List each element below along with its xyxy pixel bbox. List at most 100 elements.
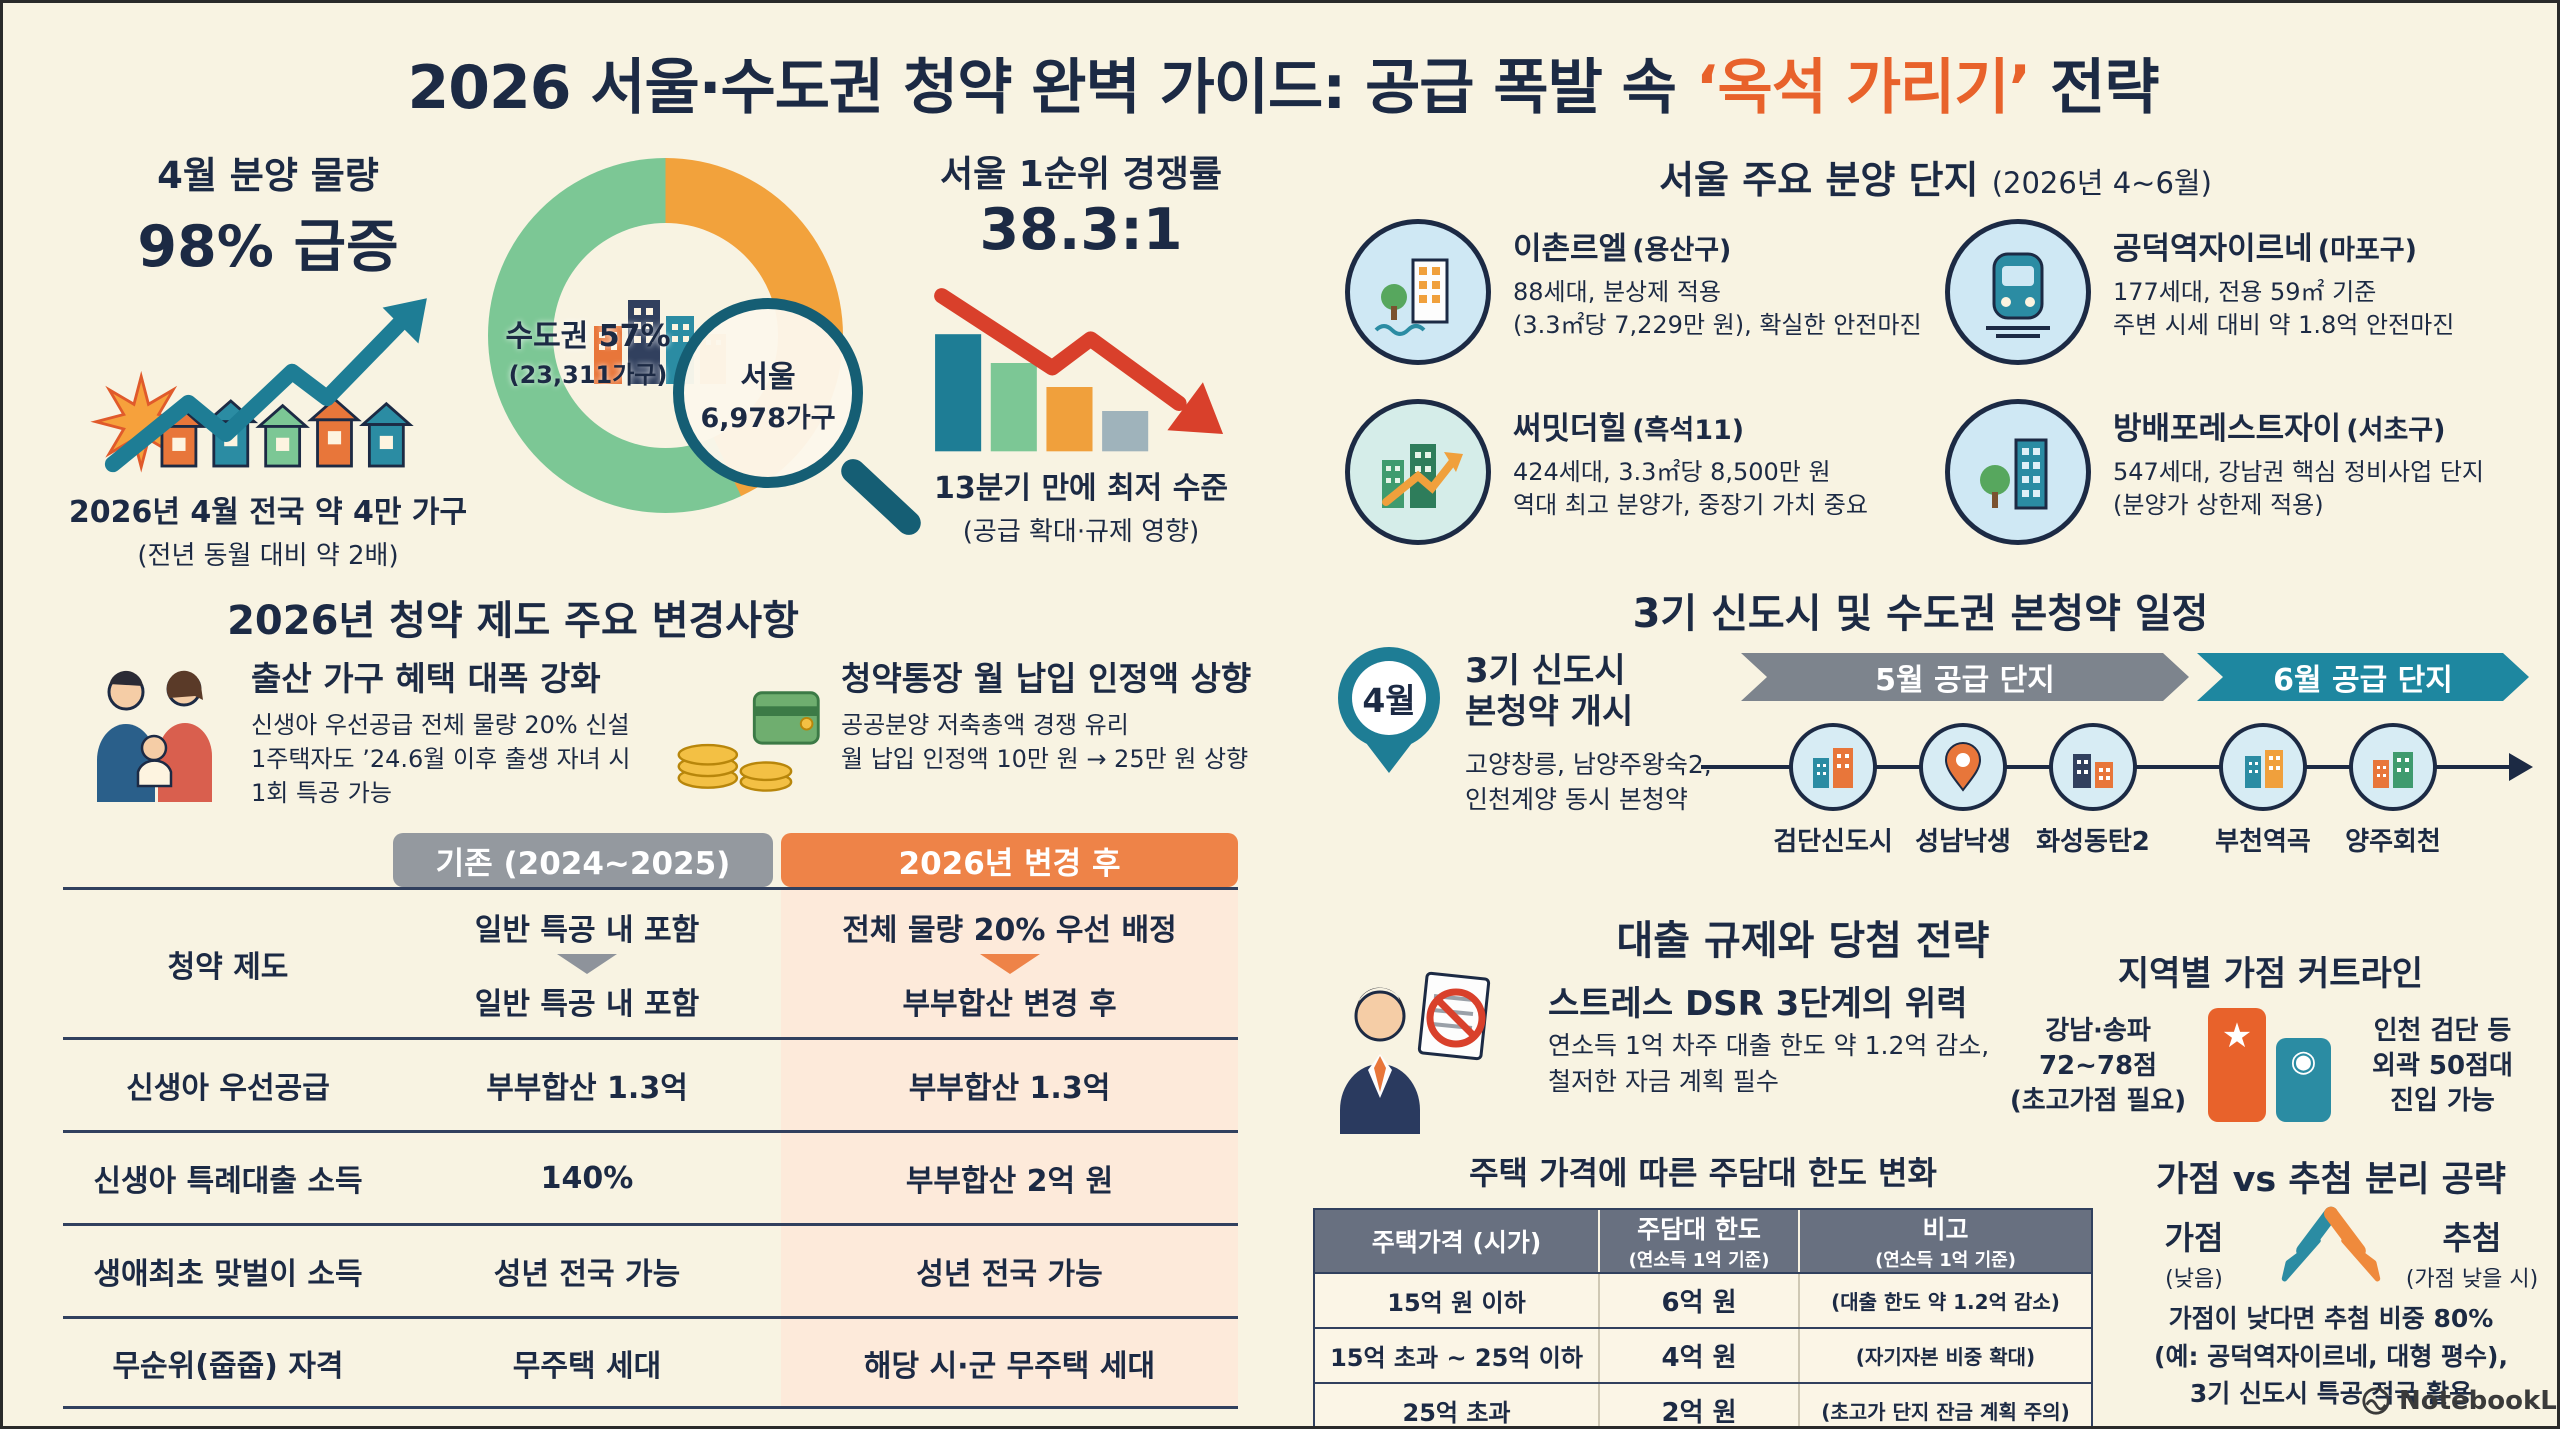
- row-label: 신생아 우선공급: [126, 1071, 330, 1106]
- policy-change-card: 출산 가구 혜택 대폭 강화 신생아 우선공급 전체 물량 20% 신설 1주택…: [81, 652, 656, 810]
- header-text: 주담대 한도: [1637, 1215, 1761, 1244]
- policy-item-line: 월 납입 인정액 10만 원 → 25만 원 상향: [841, 745, 1249, 774]
- location-pin-icon: [1919, 723, 2007, 811]
- strategy-line: (예: 공덕역자이르네, 대형 평수),: [2154, 1341, 2508, 1371]
- timeline-arrowhead-icon: [2509, 753, 2547, 781]
- policy-item-title: 출산 가구 혜택 대폭 강화: [251, 659, 601, 698]
- june-supply-banner: 6월 공급 단지: [2197, 653, 2529, 701]
- option-label: 추첨: [2442, 1219, 2502, 1257]
- seoul-households: 6,978가구: [700, 402, 836, 434]
- header-text: 비고: [1922, 1215, 1969, 1244]
- ltv-table-title: 주택 가격에 따른 주담대 한도 변화: [1469, 1154, 1937, 1192]
- complex-card: 방배포레스트자이 (서초구) 547세대, 강남권 핵심 정비사업 단지 (분양…: [1945, 399, 2543, 545]
- building-tree-icon: [1945, 399, 2091, 545]
- timeline-station: 양주회천: [2318, 723, 2468, 858]
- title-prefix: 2026 서울·수도권 청약 완벽 가이드: 공급 폭발 속: [407, 53, 1696, 123]
- cutoff-line: (초고가점 필요): [2009, 1086, 2187, 1117]
- new-town-schedule-section: 3기 신도시 및 수도권 본청약 일정 4월 3기 신도시 본청약 개시 고양창…: [1303, 581, 2538, 881]
- schedule-subtext: 고양창릉, 남양주왕숙2, 인천계양 동시 본청약: [1465, 747, 1712, 817]
- complexes-section-title: 서울 주요 분양 단지 (2026년 4~6월): [1333, 149, 2538, 204]
- station-label: 부천역곡: [2215, 827, 2311, 857]
- family-with-baby-icon: [81, 656, 236, 806]
- price-range: 15억 원 이하: [1315, 1274, 1600, 1327]
- competition-rate-value: 38.3:1: [979, 197, 1183, 263]
- new-value: 부부합산 변경 후: [902, 986, 1117, 1022]
- fork-arrows-icon: [2281, 1206, 2381, 1282]
- title-suffix: 전략: [2030, 53, 2159, 123]
- complex-card: 공덕역자이르네 (마포구) 177세대, 전용 59㎡ 기준 주변 시세 대비 …: [1945, 219, 2543, 365]
- option-sublabel: (가점 낮을 시): [2405, 1267, 2539, 1292]
- metro-share-label: 수도권 57% (23,311가구): [498, 311, 678, 390]
- table-row: 신생아 특례대출 소득 140% 부부합산 2억 원: [63, 1130, 1238, 1223]
- station-label: 성남낙생: [1915, 827, 2011, 857]
- complex-district: (마포구): [2317, 235, 2417, 266]
- strategy-line: 가점이 낮다면 추첨 비중 80%: [2168, 1304, 2494, 1333]
- metro-share-value: 수도권 57%: [505, 319, 671, 354]
- loan-section-title: 대출 규제와 당첨 전략: [1616, 918, 1990, 964]
- cutoff-line: 인천 검단 등: [2373, 1016, 2512, 1046]
- price-range: 15억 초과 ~ 25억 이하: [1315, 1329, 1600, 1382]
- policy-comparison-table: 기존 (2024~2025) 2026년 변경 후 청약 제도 일반 특공 내 …: [63, 833, 1238, 1409]
- schedule-subtext-line: 고양창릉, 남양주왕숙2,: [1465, 750, 1712, 779]
- dsr-title: 스트레스 DSR 3단계의 위력: [1548, 984, 1968, 1024]
- note: (초고가 단지 잔금 계획 주의): [1821, 1400, 2070, 1424]
- new-value: 부부합산 1.3억: [908, 1071, 1111, 1106]
- timeline-station: 부천역곡: [2188, 723, 2338, 858]
- header-text: 주택가격 (시가): [1371, 1228, 1542, 1257]
- complex-name: 공덕역자이르네: [2113, 231, 2313, 267]
- complexes-title-period: (2026년 4~6월): [1991, 166, 2212, 200]
- split-strategy-text: 가점이 낮다면 추첨 비중 80% (예: 공덕역자이르네, 대형 평수), 3…: [2121, 1300, 2541, 1413]
- complex-detail: 주변 시세 대비 약 1.8억 안전마진: [2113, 311, 2455, 340]
- loan-strategy-section: 대출 규제와 당첨 전략 스트레스 DSR 3단계의 위력 연소득 1억 차주 …: [1303, 908, 2538, 1148]
- supply-label: 4월 분양 물량: [157, 154, 379, 197]
- dsr-line: 연소득 1억 차주 대출 한도 약 1.2억 감소,: [1548, 1031, 1990, 1060]
- table-row: 생애최초 맞벌이 소득 성년 전국 가능 성년 전국 가능: [63, 1223, 1238, 1316]
- arrowhead-icon: [1167, 382, 1224, 435]
- table-row: 신생아 우선공급 부부합산 1.3억 부부합산 1.3억: [63, 1037, 1238, 1130]
- new-value: 전체 물량 20% 우선 배정: [842, 912, 1177, 948]
- policy-item-line: 1주택자도 ’24.6월 이후 출생 자녀 시: [251, 745, 631, 774]
- complex-name: 방배포레스트자이: [2113, 411, 2342, 447]
- low-score-bar: ◉: [2276, 1038, 2331, 1122]
- price-range: 25억 초과: [1315, 1384, 1600, 1426]
- complex-detail: (3.3㎡당 7,229만 원), 확실한 안전마진: [1513, 311, 1922, 340]
- buildings-icon: [2349, 723, 2437, 811]
- mortgage-limit-table-section: 주택 가격에 따른 주담대 한도 변화 주택가격 (시가) 주담대 한도 (연소득…: [1313, 1148, 2093, 1426]
- schedule-headline-line: 3기 신도시: [1465, 651, 1626, 691]
- table-row: 청약 제도 일반 특공 내 포함 일반 특공 내 포함 전체 물량 20% 우선…: [63, 887, 1238, 1037]
- supply-subcaption: (전년 동월 대비 약 2배): [137, 541, 399, 571]
- complex-name: 써밋더힐: [1513, 411, 1628, 447]
- split-title: 가점 vs 추첨 분리 공략: [2156, 1160, 2506, 1200]
- complex-district: (서초구): [2346, 415, 2446, 446]
- watermark-text: NotebookLM: [2399, 1386, 2557, 1416]
- new-column-highlight: [781, 887, 1238, 1409]
- policy-item-line: 공공분양 저축총액 경쟁 유리: [841, 711, 1129, 739]
- dsr-description: 연소득 1억 차주 대출 한도 약 1.2억 감소, 철저한 자금 계획 필수: [1548, 1028, 1989, 1101]
- row-label: 무순위(줍줍) 자격: [112, 1348, 344, 1384]
- buildings-icon: [1789, 723, 1877, 811]
- buildings-icon: [2049, 723, 2137, 811]
- high-score-bar: ★: [2208, 1008, 2266, 1122]
- station-label: 검단신도시: [1773, 827, 1893, 857]
- up-trend-arrow-icon: [104, 314, 409, 473]
- policy-changes-section: 2026년 청약 제도 주요 변경사항 출산 가구 혜택 대폭 강화 신생아 우…: [63, 588, 1253, 828]
- building-water-icon: [1345, 219, 1491, 365]
- column-header-new: 2026년 변경 후: [781, 833, 1238, 887]
- strategy-line: 3기 신도시 특공 적극 활용: [2189, 1379, 2473, 1408]
- title-highlight: ‘옥석 가리기’: [1695, 53, 2031, 123]
- cutoff-bars-chart: ★ ◉: [2208, 1004, 2333, 1122]
- seoul-label: 서울: [740, 359, 796, 395]
- declining-bars-chart-icon: [934, 288, 1224, 452]
- timeline-station: 화성동탄2: [2018, 723, 2168, 858]
- rising-houses-chart-icon: [89, 298, 427, 473]
- station-label: 양주회천: [2345, 827, 2441, 857]
- metro-share-households: (23,311가구): [508, 361, 668, 389]
- old-value: 140%: [540, 1160, 634, 1196]
- schedule-headline: 3기 신도시 본청약 개시: [1465, 651, 1633, 734]
- score-vs-lottery-section: 가점 vs 추첨 분리 공략 가점 (낮음) 추첨 (가점 낮을 시) 가점이 …: [2121, 1151, 2541, 1413]
- cutoff-title: 지역별 가점 커트라인: [2117, 954, 2424, 994]
- magnifier-seoul-callout: 서울 6,978가구: [673, 298, 863, 488]
- schedule-headline-line: 본청약 개시: [1465, 692, 1634, 733]
- schedule-section-title: 3기 신도시 및 수도권 본청약 일정: [1632, 591, 2209, 637]
